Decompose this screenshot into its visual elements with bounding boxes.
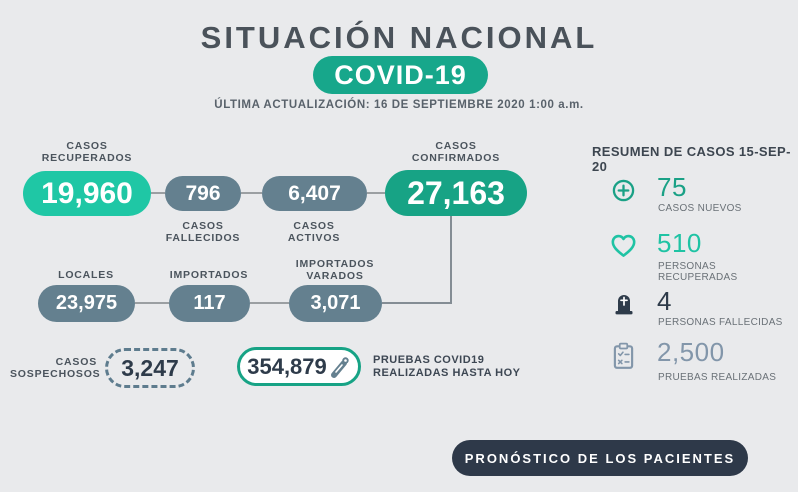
connector-line <box>241 192 262 194</box>
active-label: CASOS ACTIVOS <box>287 220 341 244</box>
new-cases-value: 75 <box>657 172 687 202</box>
deceased-label: CASOS FALLECIDOS <box>165 220 241 244</box>
recovered-value-pill: 19,960 <box>23 171 151 216</box>
recovered-persons-label: PERSONAS RECUPERADAS <box>658 261 738 283</box>
confirmed-label: CASOS CONFIRMADOS <box>411 140 501 164</box>
connector-elbow-horizontal <box>382 302 452 304</box>
connector-line <box>151 192 165 194</box>
tests-value: 354,879 <box>247 353 327 379</box>
connector-line <box>250 302 289 304</box>
heart-icon <box>610 233 637 263</box>
deceased-value-pill: 796 <box>165 176 241 211</box>
local-value-pill: 23,975 <box>38 285 135 322</box>
connector-line <box>367 192 385 194</box>
covid19-badge: COVID-19 <box>313 56 488 94</box>
deceased-persons-label: PERSONAS FALLECIDAS <box>658 317 783 328</box>
connector-elbow-vertical <box>450 216 452 304</box>
tests-value-pill: 354,879 <box>237 347 361 386</box>
stranded-label: IMPORTADOS VARADOS <box>295 258 375 282</box>
suspected-label: CASOS SOSPECHOSOS <box>10 356 101 380</box>
summary-title: RESUMEN DE CASOS 15-SEP-20 <box>592 144 791 174</box>
recovered-label: CASOS RECUPERADOS <box>41 140 133 164</box>
active-value-pill: 6,407 <box>262 176 367 211</box>
local-label: LOCALES <box>58 269 114 281</box>
deceased-persons-value: 4 <box>657 286 672 316</box>
connector-line <box>135 302 169 304</box>
prognosis-button[interactable]: PRONÓSTICO DE LOS PACIENTES <box>452 440 748 476</box>
recovered-persons-value: 510 <box>657 228 702 258</box>
confirmed-value-pill: 27,163 <box>385 170 527 216</box>
plus-circle-icon <box>612 179 635 207</box>
suspected-value-pill: 3,247 <box>105 348 195 388</box>
imported-label: IMPORTADOS <box>169 269 249 281</box>
imported-value-pill: 117 <box>169 285 250 322</box>
tests-performed-label: PRUEBAS REALIZADAS <box>658 372 777 383</box>
tombstone-icon <box>612 291 636 321</box>
clipboard-icon <box>610 342 637 375</box>
swab-icon <box>329 355 351 379</box>
tests-performed-value: 2,500 <box>657 337 725 367</box>
new-cases-label: CASOS NUEVOS <box>658 203 742 214</box>
stranded-value-pill: 3,071 <box>289 285 382 322</box>
page-title: SITUACIÓN NACIONAL <box>200 20 598 55</box>
tests-label: PRUEBAS COVID19 REALIZADAS HASTA HOY <box>373 354 521 379</box>
last-updated-text: ÚLTIMA ACTUALIZACIÓN: 16 DE SEPTIEMBRE 2… <box>214 99 584 111</box>
